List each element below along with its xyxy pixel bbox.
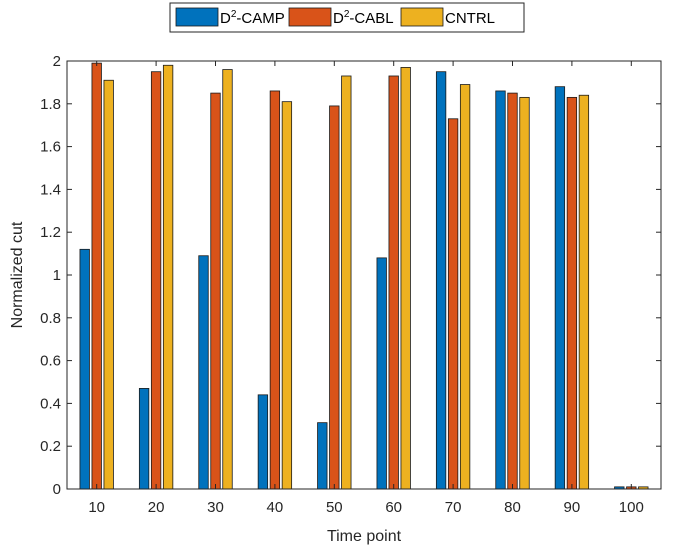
x-tick-label: 80: [504, 499, 521, 516]
y-tick-label: 0.6: [40, 353, 61, 370]
legend: D2-CAMP D2-CABL CNTRL: [169, 2, 525, 33]
bar-d2-cabl-40: [269, 90, 281, 490]
bar-cntrl-80: [519, 96, 530, 490]
y-tick-label: 2: [53, 53, 61, 70]
y-tick-label: 0: [53, 481, 61, 498]
legend-label-d2-camp: D2-CAMP: [220, 9, 285, 27]
bar-cntrl-70: [459, 84, 471, 490]
x-tick-label: 70: [445, 499, 462, 516]
bar-d2-camp-40: [257, 394, 269, 490]
legend-swatch-d2-cabl: [288, 7, 332, 27]
bar-cntrl-30: [222, 69, 233, 490]
y-tick-label: 0.2: [40, 438, 61, 455]
x-tick-label: 60: [385, 499, 402, 516]
bar-d2-camp-60: [376, 257, 387, 490]
bar-d2-cabl-70: [447, 118, 459, 490]
legend-label-d2-cabl: D2-CABL: [333, 9, 394, 27]
bars-group: [79, 62, 649, 490]
x-tick-label: 10: [88, 499, 105, 516]
bar-cntrl-90: [578, 94, 590, 490]
x-tick-label: 20: [148, 499, 165, 516]
y-tick-label: 1.8: [40, 96, 61, 113]
bar-d2-cabl-30: [210, 92, 221, 490]
bar-cntrl-40: [281, 101, 293, 490]
bar-cntrl-60: [400, 67, 411, 490]
bar-d2-camp-70: [435, 71, 447, 490]
bar-d2-camp-20: [138, 388, 150, 490]
y-tick-label: 0.4: [40, 395, 61, 412]
bar-d2-camp-50: [317, 422, 328, 490]
bar-d2-cabl-50: [329, 105, 340, 490]
legend-label-cntrl: CNTRL: [445, 10, 495, 27]
legend-box: [169, 2, 525, 33]
x-tick-label: 30: [207, 499, 224, 516]
x-tick-label: 100: [619, 499, 644, 516]
bar-cntrl-20: [162, 64, 174, 490]
bar-d2-camp-80: [495, 90, 506, 490]
y-tick-label: 1: [53, 267, 61, 284]
x-tick-label: 90: [564, 499, 581, 516]
bar-d2-cabl-80: [507, 92, 518, 490]
bar-d2-cabl-90: [566, 96, 578, 490]
x-axis-label: Time point: [327, 528, 402, 545]
legend-swatch-cntrl: [400, 7, 444, 27]
bar-d2-camp-30: [198, 255, 209, 490]
y-tick-label: 1.6: [40, 139, 61, 156]
bar-d2-camp-90: [554, 86, 566, 490]
bar-cntrl-10: [103, 79, 114, 490]
x-tick-label: 50: [326, 499, 343, 516]
bar-d2-cabl-10: [91, 62, 102, 490]
x-axis: 10 20 30 40 50 60 70 80 90 100: [88, 61, 644, 516]
bar-cntrl-50: [341, 75, 352, 490]
y-tick-label: 0.8: [40, 310, 61, 327]
bar-d2-camp-10: [79, 248, 90, 490]
y-tick-label: 1.4: [40, 181, 61, 198]
x-tick-label: 40: [267, 499, 284, 516]
bar-d2-cabl-20: [150, 71, 162, 490]
y-tick-label: 1.2: [40, 224, 61, 241]
bar-d2-cabl-60: [388, 75, 399, 490]
legend-swatch-d2-camp: [175, 7, 219, 27]
y-axis-label: Normalized cut: [9, 221, 26, 328]
y-axis: 0 0.2 0.4 0.6 0.8 1 1.2 1.4 1.6 1.8 2: [40, 53, 661, 498]
